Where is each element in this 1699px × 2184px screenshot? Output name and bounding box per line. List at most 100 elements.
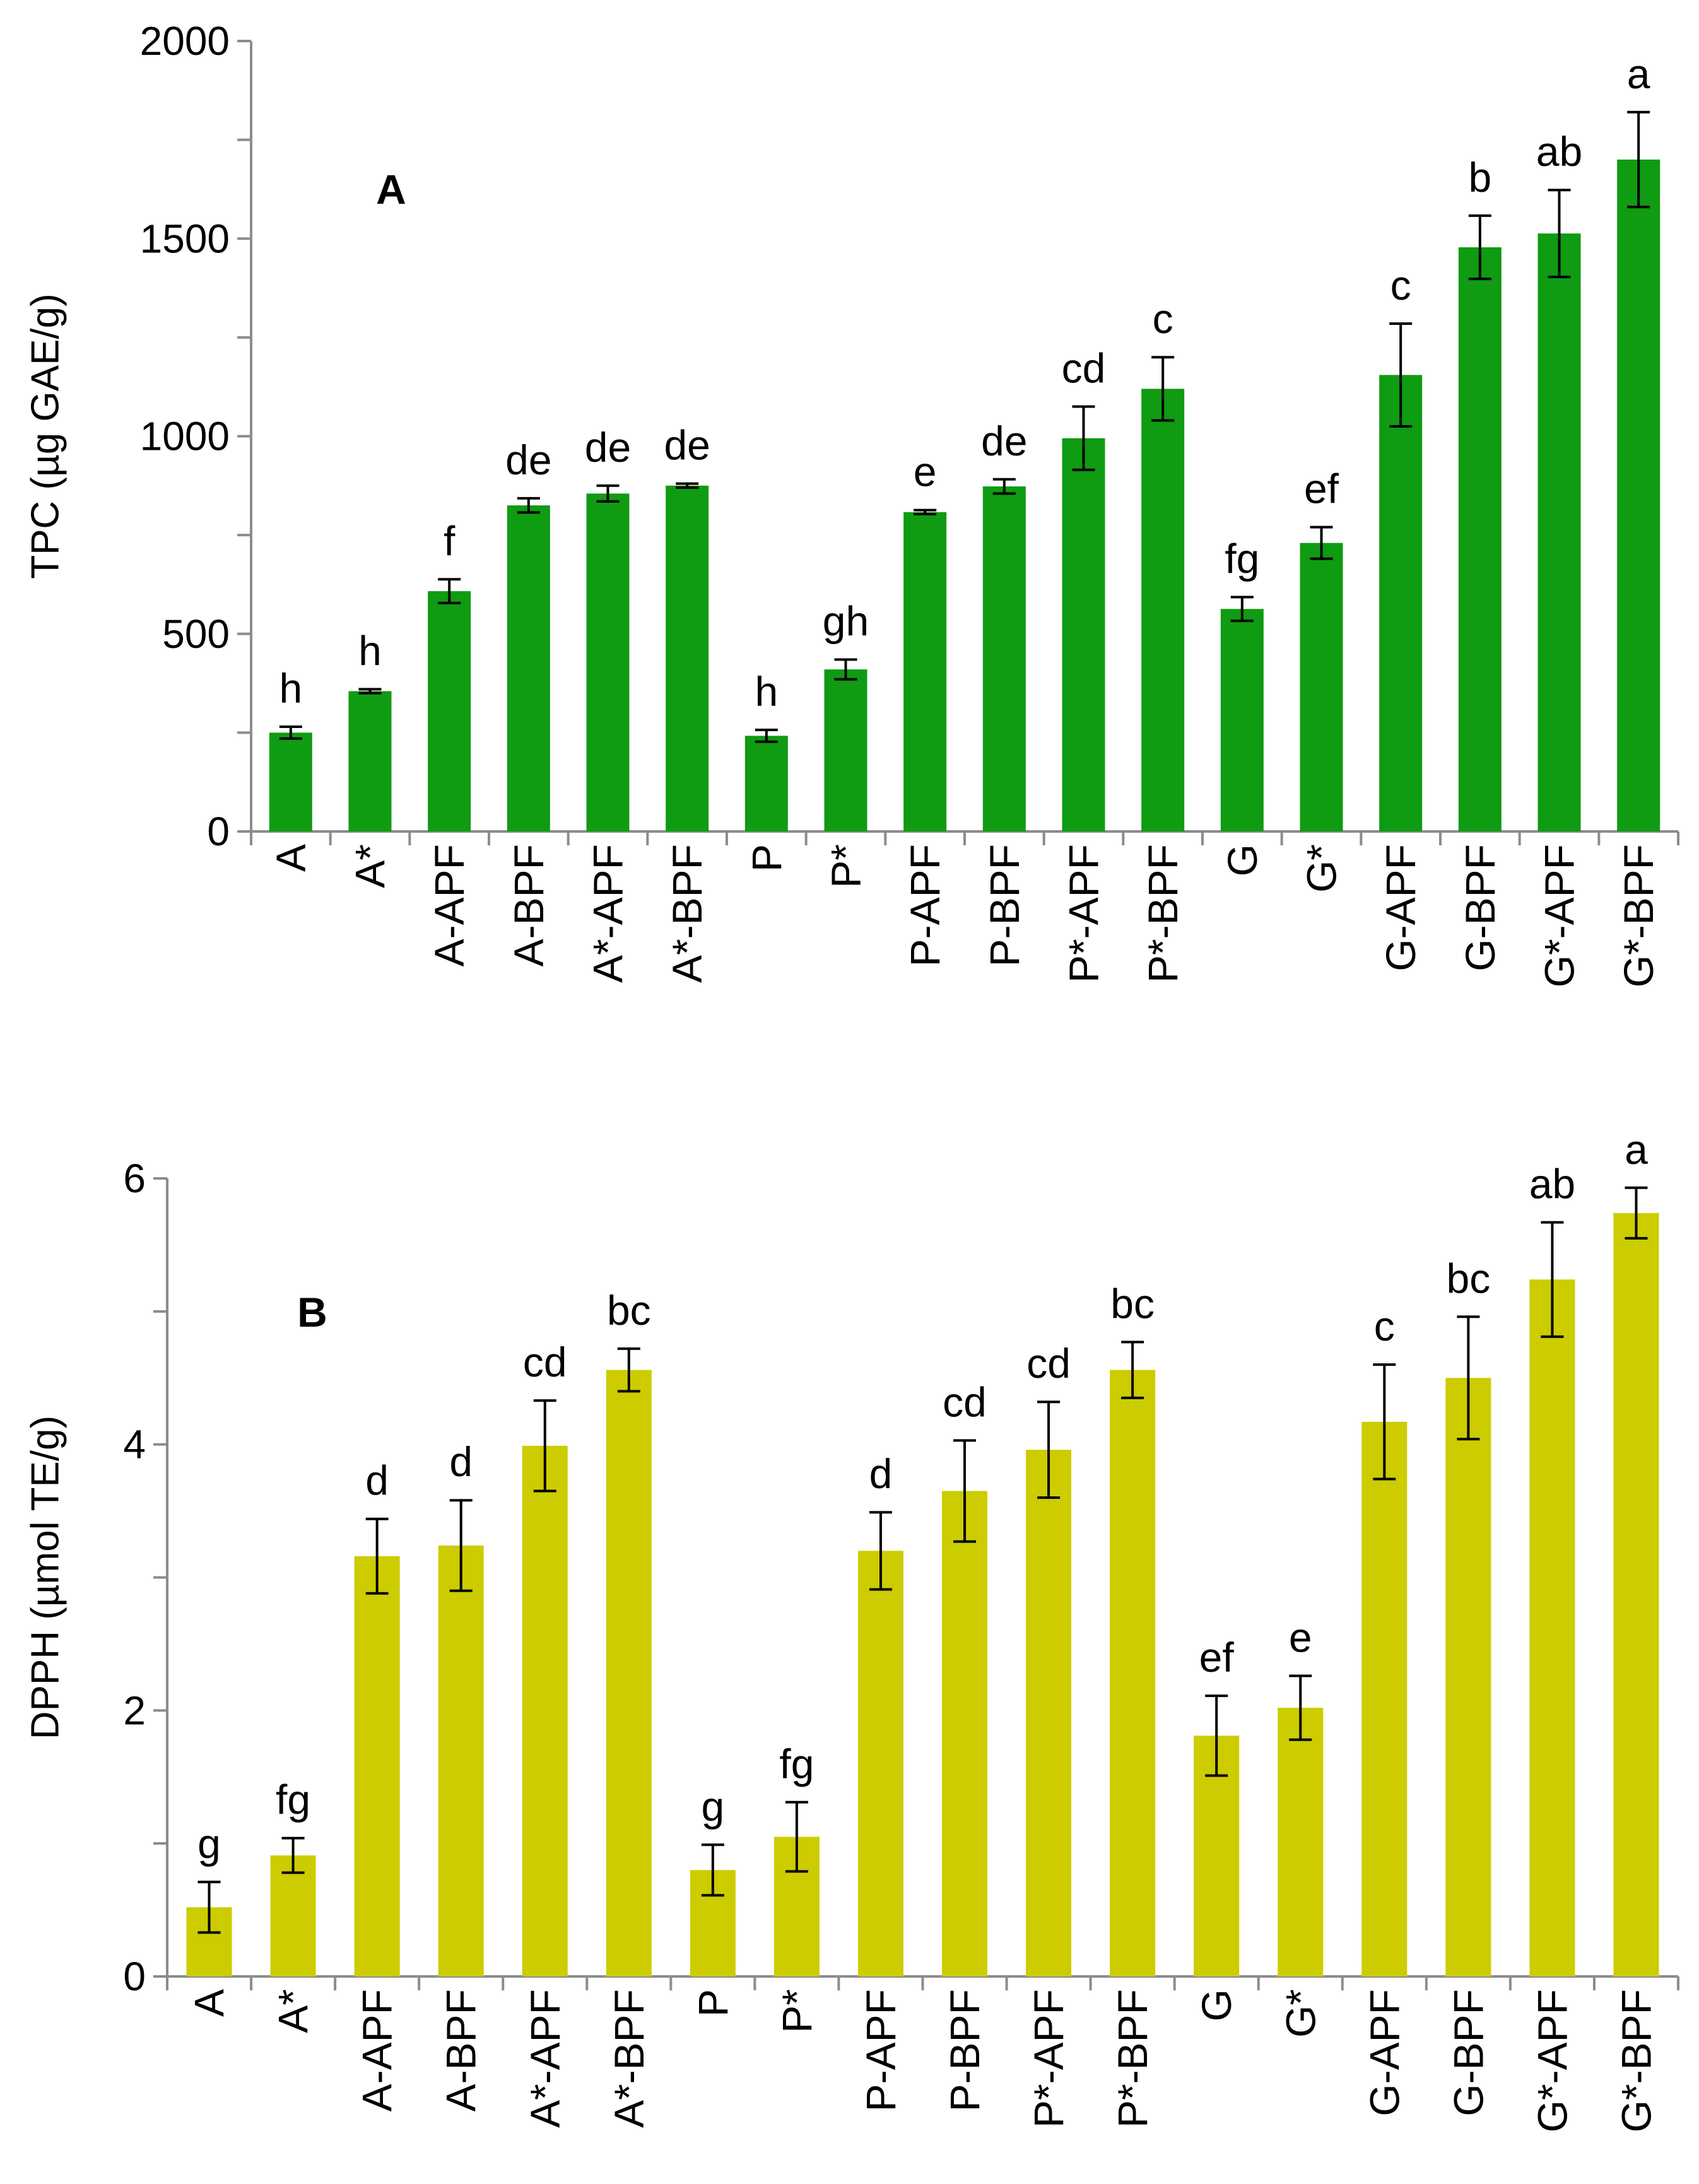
significance-letter: ab: [1536, 128, 1582, 175]
significance-letter: fg: [1225, 535, 1259, 582]
bar: [428, 591, 471, 831]
category-label: P-APF: [902, 844, 948, 966]
bar: [1062, 438, 1105, 831]
significance-letter: a: [1627, 50, 1650, 97]
bar: [606, 1370, 652, 1976]
bar: [438, 1545, 484, 1976]
significance-letter: c: [1390, 262, 1411, 308]
category-label: P-APF: [857, 1989, 904, 2111]
y-axis-label: DPPH (µmol TE/g): [24, 1416, 68, 1739]
chart-panel-b: 0 2 4 6 DPPH (µmol TE/g) Bg Afg A* d A-APF d A-BPF c…: [24, 1126, 1679, 2132]
bar: [1458, 247, 1502, 832]
category-label: P*-APF: [1061, 844, 1107, 983]
category-label: P-BPF: [941, 1989, 988, 2111]
category-label: A-APF: [354, 1989, 401, 2111]
y-tick-label: 1500: [140, 216, 230, 261]
significance-letter: d: [365, 1457, 389, 1504]
category-label: P-BPF: [981, 844, 1028, 966]
bar: [903, 512, 947, 831]
significance-letter: e: [914, 449, 937, 495]
category-label: P*-BPF: [1109, 1989, 1156, 2128]
bar: [1026, 1450, 1072, 1976]
bar: [1617, 159, 1661, 832]
category-label: A-BPF: [505, 844, 552, 966]
category-label: G*-BPF: [1613, 1989, 1659, 2132]
chart-panel-a: 0 500 1000 1500 2000 TPC (µg GAE/g) Ah Ah A* f A-A…: [24, 18, 1679, 987]
category-label: G*: [1298, 844, 1345, 893]
bar: [744, 736, 788, 831]
bar: [942, 1491, 988, 1976]
y-tick-label: 0: [207, 809, 230, 854]
bar: [1278, 1708, 1324, 1976]
significance-letter: bc: [607, 1287, 651, 1334]
bar: [507, 505, 550, 831]
significance-letter: cd: [943, 1378, 987, 1425]
bar: [666, 485, 709, 831]
significance-letter: c: [1153, 295, 1173, 342]
category-label: A-APF: [426, 844, 473, 966]
bar: [1537, 233, 1581, 832]
category-label: A: [186, 1989, 233, 2017]
bar: [269, 732, 312, 831]
significance-letter: cd: [523, 1339, 567, 1385]
bar: [1529, 1279, 1575, 1976]
category-label: A*: [270, 1989, 317, 2033]
significance-letter: d: [869, 1450, 893, 1497]
bar: [1220, 609, 1264, 831]
significance-letter: f: [444, 517, 456, 564]
panel-label: A: [376, 166, 406, 213]
bar: [270, 1855, 316, 1976]
bar: [522, 1445, 568, 1976]
category-label: G: [1219, 844, 1266, 876]
significance-letter: e: [1289, 1614, 1312, 1661]
category-label: G-APF: [1361, 1989, 1408, 2116]
category-label: P*: [823, 844, 869, 888]
significance-letter: h: [279, 665, 302, 712]
significance-letter: cd: [1062, 345, 1106, 392]
bar: [348, 691, 392, 831]
bar: [857, 1551, 903, 1976]
significance-letter: a: [1625, 1126, 1648, 1173]
category-label: G*: [1277, 1989, 1324, 2038]
significance-letter: g: [197, 1820, 221, 1867]
significance-letter: d: [449, 1438, 473, 1485]
y-tick-label: 1000: [140, 414, 230, 459]
y-tick-label: 500: [162, 611, 230, 657]
significance-letter: b: [1468, 154, 1491, 201]
significance-letter: h: [755, 668, 778, 715]
category-label: G-BPF: [1445, 1989, 1491, 2116]
y-tick-label: 2000: [140, 18, 230, 64]
category-label: P: [743, 844, 790, 872]
bar: [982, 486, 1026, 831]
panel-label: B: [297, 1289, 327, 1336]
category-label: G*-APF: [1529, 1989, 1575, 2132]
category-label: G-BPF: [1457, 844, 1503, 972]
significance-letter: g: [702, 1783, 725, 1829]
y-tick-label: 0: [123, 1954, 146, 1999]
significance-letter: de: [664, 422, 710, 469]
category-label: G-APF: [1377, 844, 1424, 972]
category-label: A*-BPF: [664, 844, 710, 983]
significance-letter: gh: [823, 597, 869, 644]
significance-letter: cd: [1026, 1340, 1071, 1387]
category-label: A*-APF: [585, 844, 632, 983]
bar: [1110, 1370, 1156, 1976]
significance-letter: de: [585, 424, 631, 471]
category-label: A: [267, 844, 314, 872]
bar: [1141, 389, 1185, 831]
significance-letter: fg: [779, 1741, 814, 1787]
category-label: P: [690, 1989, 736, 2017]
category-label: A*-APF: [522, 1989, 568, 2128]
category-label: G*-BPF: [1615, 844, 1662, 987]
bar: [1379, 375, 1423, 831]
y-axis-label: TPC (µg GAE/g): [24, 293, 68, 579]
category-label: A*: [347, 844, 394, 888]
y-tick-label: 2: [123, 1688, 146, 1733]
category-label: G*-APF: [1536, 844, 1583, 987]
bar: [824, 669, 867, 831]
bar: [354, 1556, 400, 1976]
significance-letter: ab: [1529, 1161, 1575, 1207]
bar: [1300, 543, 1343, 831]
significance-letter: bc: [1447, 1255, 1491, 1301]
